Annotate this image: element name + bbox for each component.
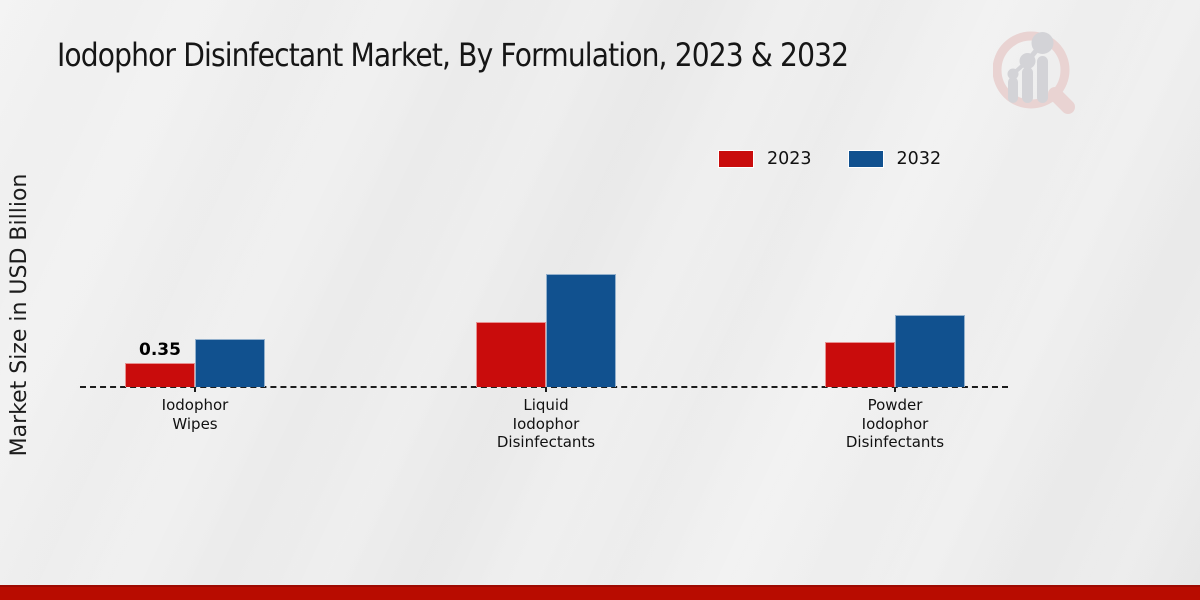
bar-2023-0	[125, 363, 195, 387]
bar-2032-0	[195, 339, 265, 387]
category-label-1: Liquid Iodophor Disinfectants	[496, 396, 596, 451]
legend: 2023 2032	[718, 149, 941, 169]
legend-swatch-2032	[847, 150, 884, 168]
bar-value-label: 0.35	[139, 340, 181, 360]
bar-2032-1	[546, 274, 616, 387]
category-label-0: Iodophor Wipes	[161, 396, 229, 433]
legend-swatch-2023	[718, 150, 754, 168]
chart-title: Iodophor Disinfectant Market, By Formula…	[57, 36, 849, 74]
category-label-2: Powder Iodophor Disinfectants	[845, 396, 945, 451]
legend-item-2032: 2032	[847, 149, 942, 169]
bar-2023-2	[825, 342, 895, 387]
x-axis-baseline	[80, 386, 1008, 388]
legend-label-2023: 2023	[767, 149, 812, 169]
legend-item-2023: 2023	[718, 149, 812, 169]
legend-label-2032: 2032	[896, 149, 942, 169]
bar-2023-1	[476, 322, 546, 387]
footer-accent-bar	[0, 585, 1200, 600]
x-axis-tick	[194, 387, 196, 392]
x-axis-tick	[545, 387, 547, 392]
x-axis-tick	[894, 387, 896, 392]
magnifier-chart-logo-icon	[993, 31, 1075, 114]
bar-2032-2	[895, 315, 965, 387]
